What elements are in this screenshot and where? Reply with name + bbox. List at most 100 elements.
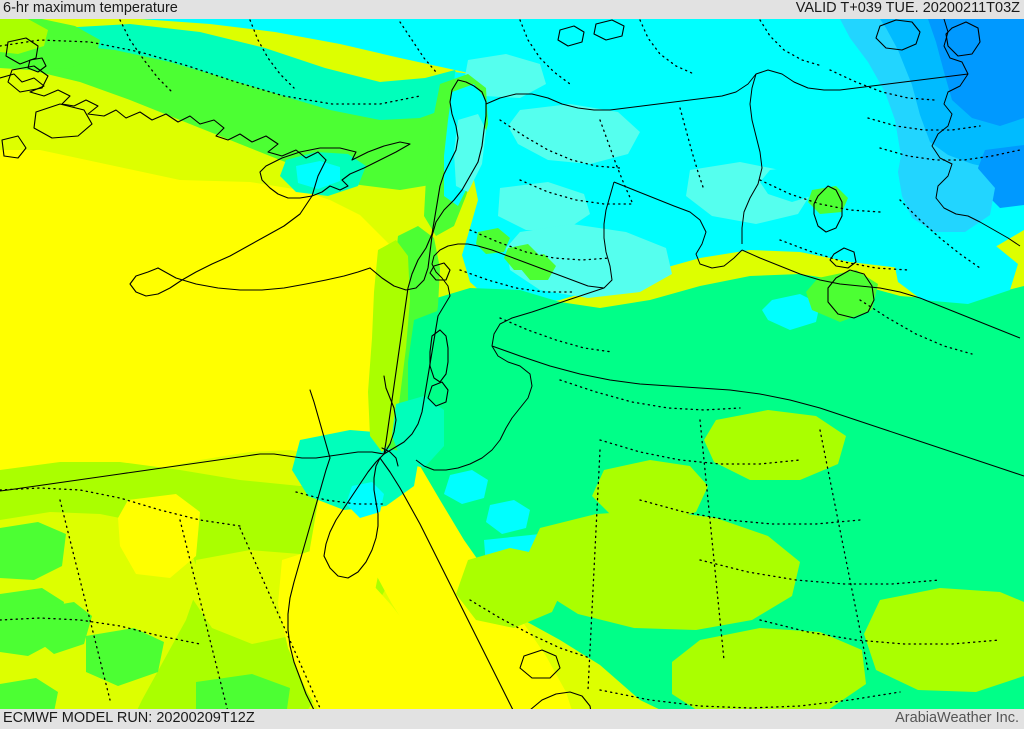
dotted-border-jordan-a — [459, 269, 573, 293]
contour-teal-sinai-ne — [292, 430, 420, 510]
dotted-border-iraq-c — [899, 199, 981, 269]
contour-springgreen-arabia — [412, 274, 1024, 729]
coastline-egypt-med — [0, 451, 385, 492]
dotted-border-bottom-saudi — [599, 689, 901, 709]
contour-yellow-egypt-patch — [118, 494, 200, 578]
dotted-border-iraq-d — [859, 299, 973, 355]
dotted-border-turkey-b — [119, 19, 173, 93]
coastline-lake-urmia — [945, 21, 981, 57]
dotted-border-mid-saudi — [469, 599, 591, 659]
contour-cyan-lake-c — [444, 470, 488, 504]
footer-bar: ECMWF MODEL RUN: 20200209T12Z ArabiaWeat… — [0, 709, 1024, 729]
dotted-border-syria-b — [519, 179, 633, 205]
coastline-sea-galilee — [429, 262, 451, 281]
coastline-turkey-south — [0, 73, 327, 161]
contour-green-egypt-d — [86, 628, 164, 686]
coastline-sinai-w — [323, 453, 385, 557]
contour-blue-e-iraq — [898, 150, 995, 232]
coastline-suez-canal — [309, 389, 331, 459]
coastline-turkey-south-b — [129, 159, 327, 297]
dotted-border-turkey-g — [759, 19, 823, 67]
dotted-border-saudi-a — [559, 379, 741, 411]
coastline-redsea-w — [287, 567, 323, 727]
border-israel-jordan-north — [431, 243, 479, 317]
dotted-border-iraq-b — [779, 239, 909, 271]
coastline-lake-tharthar — [813, 185, 843, 233]
dotted-border-ne-c — [879, 147, 1021, 161]
coastline-cyprus — [259, 141, 411, 199]
coastline-lake-razazah — [827, 269, 875, 319]
coastline-north-lake-small — [557, 25, 585, 47]
dotted-border-jordan-b — [499, 317, 613, 353]
model-run-label: ECMWF MODEL RUN: 20200209T12Z — [3, 710, 255, 726]
coastline-rhodes — [1, 135, 27, 159]
contour-yellowgreen-saudi-c — [672, 628, 866, 722]
coastline-small-island-a — [27, 57, 47, 73]
dotted-border-egypt-b — [0, 617, 201, 645]
contour-green-turkey-coast — [0, 42, 470, 190]
border-saudi-iraq-lower — [491, 345, 1024, 477]
border-jordan-saudi — [415, 287, 605, 471]
contour-deepest-ne — [928, 19, 1024, 126]
coastline-aegean-island-a — [5, 37, 39, 65]
contour-yellowgreen-saudi — [526, 510, 800, 630]
coastline-redsea-e — [379, 457, 521, 725]
border-jordan-iraq — [613, 181, 743, 269]
contour-cyan-lake-a — [760, 166, 822, 202]
coastline-lake-habbaniyah — [829, 247, 857, 269]
contour-yellowgreen-nsaudi — [704, 410, 846, 480]
contour-green-egypt-c — [34, 602, 92, 654]
coastline-antakya — [457, 79, 487, 191]
coastline-deadsea — [429, 329, 449, 383]
coastline-sinai-e — [383, 375, 397, 455]
contour-cyan-lake-d — [486, 500, 530, 534]
contour-cyan-iraq-border — [894, 238, 1018, 304]
coastline-sinai-tip — [323, 457, 381, 579]
dotted-border-egypt-c — [59, 499, 111, 701]
dotted-border-saudi-c — [639, 499, 861, 525]
coastline-turkey-south-d — [369, 189, 463, 291]
dotted-border-iraq-a — [759, 179, 881, 213]
border-syria-iraq — [741, 73, 763, 244]
dotted-border-saudi-h — [587, 449, 601, 691]
border-iraq-saudi — [741, 249, 1021, 339]
contour-yellowgreen-nsaudi-b — [592, 460, 708, 524]
contour-green-iraq-lakes-b — [806, 270, 878, 322]
brand-label: ArabiaWeather Inc. — [895, 710, 1019, 726]
coastline-turkey-lake-van — [875, 19, 921, 51]
contour-green-egypt-a — [0, 522, 66, 580]
coastline-crete — [33, 103, 93, 139]
contour-yellowgreen-levant — [368, 240, 410, 452]
coastline-levant-n — [431, 79, 459, 235]
contour-yellow-redsea-wide — [278, 548, 486, 729]
dotted-border-syria-a — [499, 119, 621, 169]
coastline-turkey-south-c — [157, 267, 371, 291]
coastline-gulf-suez-w — [297, 457, 331, 569]
dotted-border-syria-d — [599, 119, 633, 203]
coastline-aegean-island-b — [7, 65, 49, 93]
dotted-border-egypt-e — [239, 527, 321, 709]
contour-yellow-mediterranean — [0, 150, 410, 492]
map-title: 6-hr maximum temperature — [3, 0, 178, 16]
contour-cyan-lake-b — [762, 294, 820, 330]
contour-palecyan-syria-a — [508, 104, 640, 164]
coastline-north-lake-small-b — [593, 19, 625, 41]
header-bar: 6-hr maximum temperature VALID T+039 TUE… — [0, 0, 1024, 19]
coastline-redsea-islet — [519, 649, 561, 679]
dotted-border-turkey-d — [399, 21, 437, 73]
dotted-border-turkey-a — [0, 39, 421, 105]
valid-time-label: VALID T+039 TUE. 20200211T03Z — [795, 0, 1020, 16]
contour-teal-negev — [392, 396, 444, 468]
border-iraq-iran — [931, 18, 1021, 247]
dotted-border-saudi-g — [699, 419, 725, 661]
dotted-border-turkey-e — [519, 19, 571, 85]
dotted-border-turkey-f — [639, 19, 695, 75]
coastline-aqaba — [381, 447, 399, 467]
contour-yellowgreen-saudi-d — [864, 588, 1024, 692]
contour-palecyan-syria-c — [498, 182, 590, 230]
dotted-border-sinai-a — [295, 491, 387, 505]
border-turkey-syria — [485, 69, 969, 111]
